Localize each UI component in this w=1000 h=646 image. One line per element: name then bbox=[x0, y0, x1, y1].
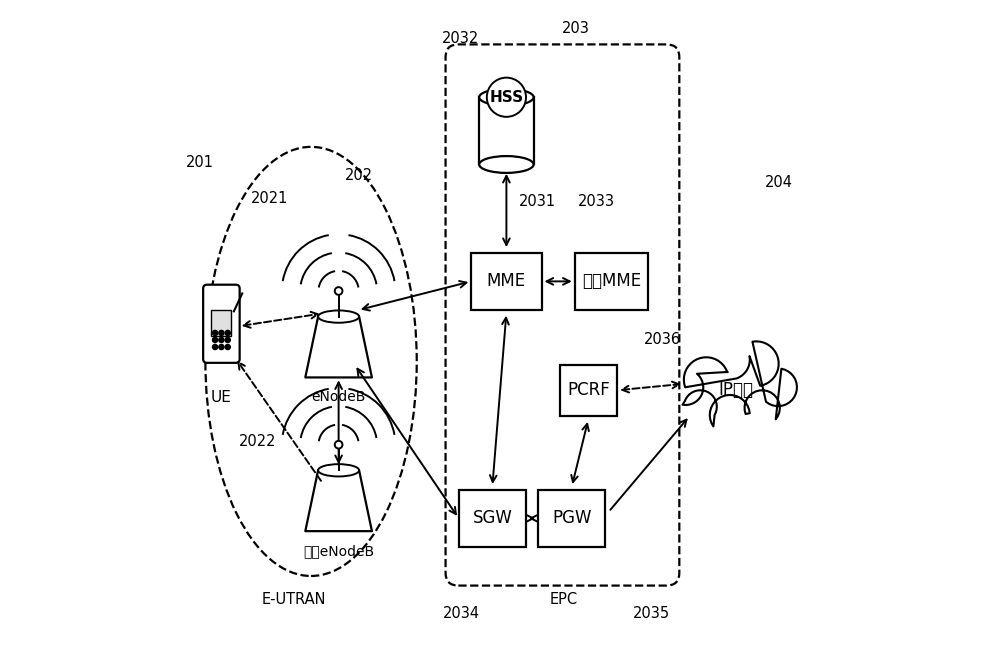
Text: 2031: 2031 bbox=[519, 194, 556, 209]
Circle shape bbox=[487, 78, 526, 117]
Ellipse shape bbox=[479, 89, 534, 106]
Text: 204: 204 bbox=[765, 174, 793, 190]
Text: 2034: 2034 bbox=[443, 605, 480, 621]
Text: UE: UE bbox=[211, 390, 232, 405]
Circle shape bbox=[225, 330, 230, 335]
Text: 2022: 2022 bbox=[239, 434, 277, 449]
Polygon shape bbox=[305, 317, 372, 377]
Circle shape bbox=[219, 337, 224, 342]
FancyBboxPatch shape bbox=[203, 285, 240, 363]
Circle shape bbox=[219, 344, 224, 349]
FancyBboxPatch shape bbox=[471, 253, 542, 309]
Circle shape bbox=[225, 344, 230, 349]
Text: HSS: HSS bbox=[489, 90, 523, 105]
Text: 201: 201 bbox=[186, 156, 214, 171]
Text: E-UTRAN: E-UTRAN bbox=[262, 592, 326, 607]
Circle shape bbox=[335, 287, 342, 295]
Polygon shape bbox=[683, 341, 797, 426]
Text: 其它eNodeB: 其它eNodeB bbox=[303, 544, 374, 558]
Text: IP业务: IP业务 bbox=[718, 381, 753, 399]
Text: 2035: 2035 bbox=[633, 605, 670, 621]
Circle shape bbox=[219, 330, 224, 335]
Text: 203: 203 bbox=[562, 21, 590, 36]
Text: 其它MME: 其它MME bbox=[582, 273, 641, 290]
Ellipse shape bbox=[318, 311, 359, 323]
FancyBboxPatch shape bbox=[479, 98, 534, 165]
Circle shape bbox=[213, 344, 218, 349]
Text: 202: 202 bbox=[345, 168, 373, 183]
Text: PCRF: PCRF bbox=[567, 381, 610, 399]
FancyBboxPatch shape bbox=[575, 253, 648, 309]
Ellipse shape bbox=[318, 464, 359, 477]
Text: eNodeB: eNodeB bbox=[311, 390, 366, 404]
Text: 2033: 2033 bbox=[578, 194, 615, 209]
FancyBboxPatch shape bbox=[538, 490, 605, 547]
Text: 2032: 2032 bbox=[442, 30, 479, 45]
FancyBboxPatch shape bbox=[211, 309, 231, 337]
Text: PGW: PGW bbox=[552, 509, 591, 527]
Ellipse shape bbox=[479, 156, 534, 173]
Text: 2021: 2021 bbox=[251, 191, 288, 205]
Circle shape bbox=[213, 337, 218, 342]
Text: SGW: SGW bbox=[472, 509, 512, 527]
FancyBboxPatch shape bbox=[560, 364, 617, 416]
FancyBboxPatch shape bbox=[459, 490, 526, 547]
Text: MME: MME bbox=[487, 273, 526, 290]
Circle shape bbox=[213, 330, 218, 335]
Circle shape bbox=[225, 337, 230, 342]
Text: EPC: EPC bbox=[550, 592, 578, 607]
Text: 2036: 2036 bbox=[643, 331, 681, 346]
Polygon shape bbox=[305, 470, 372, 531]
Circle shape bbox=[335, 441, 342, 448]
